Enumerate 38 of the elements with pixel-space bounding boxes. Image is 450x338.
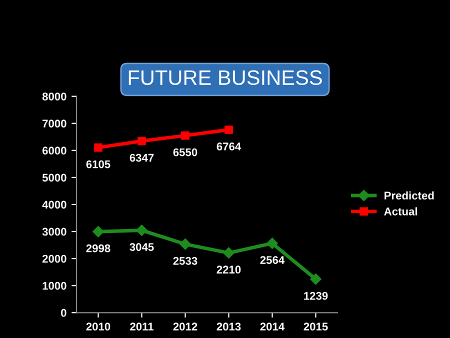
- x-tick-label: 2010: [86, 322, 110, 331]
- data-label: 6764: [216, 142, 242, 150]
- y-tick-label: 2000: [42, 254, 66, 263]
- data-label: 6550: [173, 148, 198, 156]
- x-tick-label: 2014: [260, 322, 285, 331]
- data-label: 6347: [130, 154, 154, 162]
- data-label: 3045: [130, 243, 154, 251]
- point: [138, 136, 146, 146]
- y-tick-label: 0: [61, 308, 66, 317]
- data-label: 2998: [86, 244, 110, 252]
- y-tick-label: 4000: [42, 200, 66, 209]
- data-label: 1239: [304, 292, 328, 300]
- point: [224, 126, 233, 134]
- x-tick-label: 2012: [173, 322, 198, 331]
- y-tick-label: 3000: [42, 228, 66, 236]
- legend-label: Actual: [384, 207, 417, 216]
- data-label: 6105: [86, 160, 110, 168]
- x-tick-label: 2013: [216, 322, 241, 331]
- point: [94, 143, 102, 152]
- legend-label: Predicted: [384, 191, 434, 200]
- point: [92, 226, 104, 238]
- point: [180, 238, 191, 250]
- data-label: 2564: [260, 256, 285, 264]
- point: [223, 247, 234, 258]
- y-tick-label: 5000: [42, 174, 66, 182]
- y-tick-label: 8000: [42, 92, 66, 100]
- x-tick-label: 2015: [304, 322, 328, 331]
- point: [136, 224, 148, 236]
- data-label: 2210: [216, 266, 241, 274]
- y-tick-label: 7000: [42, 120, 66, 128]
- x-tick-label: 2011: [130, 322, 154, 331]
- data-label: 2533: [173, 256, 198, 265]
- point: [310, 274, 322, 285]
- y-tick-label: 1000: [42, 282, 66, 290]
- y-tick-label: 6000: [42, 146, 66, 155]
- point: [181, 131, 190, 140]
- point: [266, 238, 278, 249]
- chart-title: FUTURE BUSINESS: [128, 70, 322, 86]
